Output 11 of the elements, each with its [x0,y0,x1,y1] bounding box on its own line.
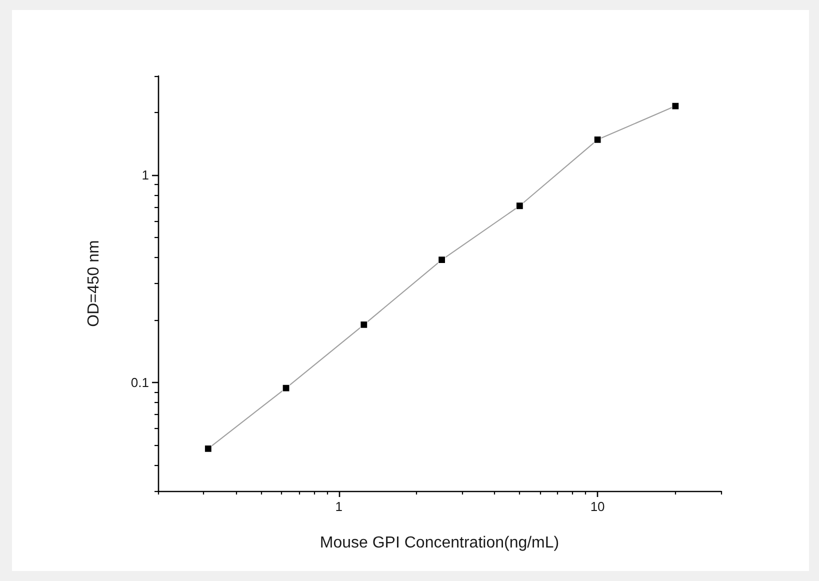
point [516,202,524,210]
point [672,102,680,110]
point [438,256,446,264]
x-axis-title: Mouse GPI Concentration(ng/mL) [320,534,560,552]
x-tick-label: 10 [590,499,605,514]
point [282,384,290,392]
point [594,136,602,144]
point [360,320,368,328]
y-axis-title: OD=450 nm [86,240,102,327]
point [204,444,212,452]
y-tick-label: 0.1 [130,375,149,390]
